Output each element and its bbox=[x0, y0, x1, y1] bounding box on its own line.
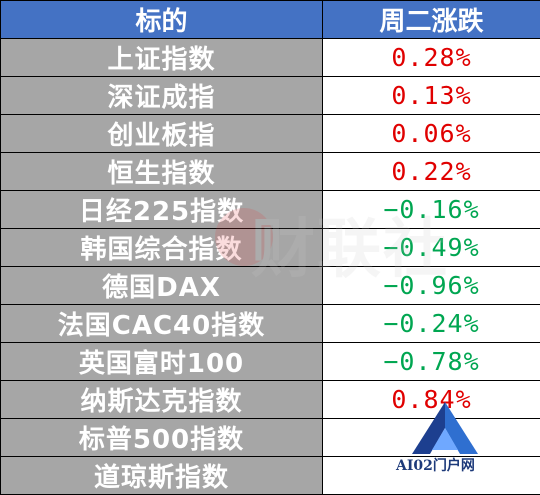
change-cell: 0.13% bbox=[323, 77, 540, 115]
table-row: 深证成指 0.13% bbox=[1, 77, 540, 115]
table-header-row: 标的 周二涨跌 bbox=[1, 1, 540, 39]
index-name-cell: 恒生指数 bbox=[1, 153, 323, 191]
change-cell: −0.78% bbox=[323, 343, 540, 381]
index-name-cell: 标普500指数 bbox=[1, 419, 323, 457]
index-name-cell: 法国CAC40指数 bbox=[1, 305, 323, 343]
index-name-cell: 道琼斯指数 bbox=[1, 457, 323, 495]
table-row: 韩国综合指数 −0.49% bbox=[1, 229, 540, 267]
change-cell: −0.96% bbox=[323, 267, 540, 305]
index-name-cell: 德国DAX bbox=[1, 267, 323, 305]
index-name-cell: 创业板指 bbox=[1, 115, 323, 153]
column-header-name: 标的 bbox=[1, 1, 323, 39]
change-cell: 0.22% bbox=[323, 153, 540, 191]
index-name-cell: 上证指数 bbox=[1, 39, 323, 77]
index-name-cell: 日经225指数 bbox=[1, 191, 323, 229]
index-name-cell: 韩国综合指数 bbox=[1, 229, 323, 267]
ai02-logo-icon bbox=[402, 400, 488, 456]
change-cell: −0.49% bbox=[323, 229, 540, 267]
table-row: 日经225指数 −0.16% bbox=[1, 191, 540, 229]
change-cell: 0.28% bbox=[323, 39, 540, 77]
change-cell: −0.24% bbox=[323, 305, 540, 343]
table-row: 法国CAC40指数 −0.24% bbox=[1, 305, 540, 343]
column-header-change: 周二涨跌 bbox=[323, 1, 540, 39]
change-cell: 0.06% bbox=[323, 115, 540, 153]
index-name-cell: 英国富时100 bbox=[1, 343, 323, 381]
site-logo: AI02门户网 bbox=[396, 400, 492, 472]
index-name-cell: 深证成指 bbox=[1, 77, 323, 115]
table-row: 英国富时100 −0.78% bbox=[1, 343, 540, 381]
table-row: 恒生指数 0.22% bbox=[1, 153, 540, 191]
index-name-cell: 纳斯达克指数 bbox=[1, 381, 323, 419]
table-row: 上证指数 0.28% bbox=[1, 39, 540, 77]
change-cell: −0.16% bbox=[323, 191, 540, 229]
table-row: 创业板指 0.06% bbox=[1, 115, 540, 153]
logo-text: AI02门户网 bbox=[396, 455, 496, 475]
table-row: 德国DAX −0.96% bbox=[1, 267, 540, 305]
